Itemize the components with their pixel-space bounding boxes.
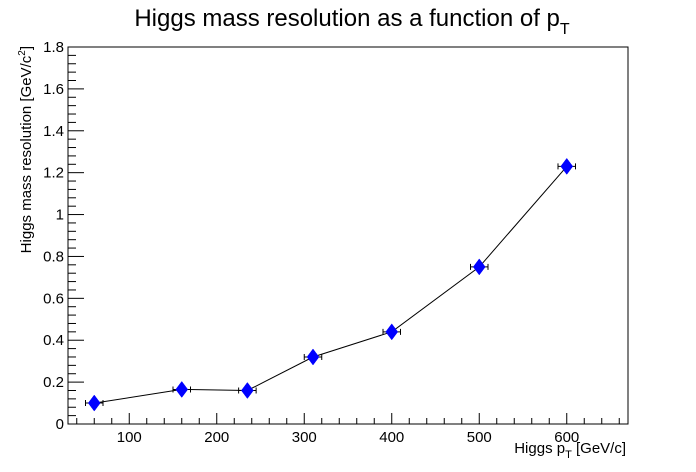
y-tick-label: 0.8 xyxy=(43,248,64,265)
series-line xyxy=(94,166,568,404)
x-axis: 100 200 300 400 500 600 xyxy=(76,413,620,446)
x-tick-label: 600 xyxy=(554,429,579,446)
x-tick-label: 100 xyxy=(117,429,142,446)
y-tick-label: 1.6 xyxy=(43,81,64,98)
plot-frame xyxy=(67,46,629,425)
y-tick-label: 1 xyxy=(56,207,64,224)
data-point xyxy=(472,258,486,276)
data-point xyxy=(87,394,101,412)
y-tick-label: 1.8 xyxy=(43,39,64,56)
x-tick-label: 300 xyxy=(292,429,317,446)
x-tick-label: 500 xyxy=(467,429,492,446)
x-tick-label: 200 xyxy=(204,429,229,446)
y-tick-label: 0.6 xyxy=(43,290,64,307)
y-tick-label: 1.2 xyxy=(43,165,64,182)
y-tick-label: 0 xyxy=(56,416,64,433)
data-series xyxy=(85,157,576,412)
x-axis-label: Higgs pT [GeV/c] xyxy=(514,440,626,461)
data-point xyxy=(560,157,574,175)
data-point xyxy=(241,382,254,399)
chart-title: Higgs mass resolution as a function of p… xyxy=(134,5,570,38)
data-point xyxy=(175,381,189,398)
data-point xyxy=(306,348,320,366)
y-tick-label: 1.4 xyxy=(43,123,64,140)
y-axis-label: Higgs mass resolution [GeV/c2] xyxy=(17,46,35,253)
y-axis: 0 0.2 0.4 0.6 0.8 1 1.2 1.4 1.6 1.8 xyxy=(43,39,84,433)
x-tick-label: 400 xyxy=(379,429,404,446)
y-tick-label: 0.2 xyxy=(43,374,64,391)
data-point xyxy=(385,323,399,341)
y-tick-label: 0.4 xyxy=(43,332,64,349)
